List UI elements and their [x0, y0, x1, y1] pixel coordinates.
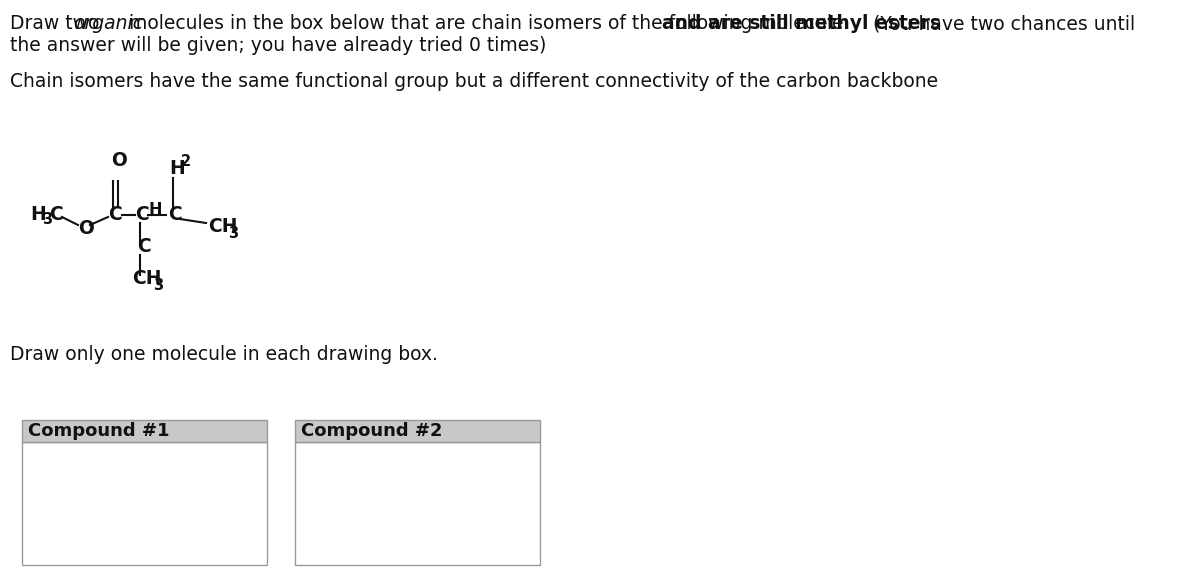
FancyBboxPatch shape — [22, 420, 266, 442]
Text: H: H — [30, 205, 46, 224]
Text: C: C — [137, 238, 151, 257]
Text: H: H — [148, 201, 162, 216]
Text: O: O — [112, 152, 127, 170]
Text: C: C — [134, 205, 149, 224]
Text: Compound #1: Compound #1 — [28, 422, 169, 440]
Text: and are still methyl esters: and are still methyl esters — [662, 14, 942, 33]
Text: H: H — [169, 158, 185, 177]
Text: C: C — [108, 205, 121, 224]
Text: 2: 2 — [181, 154, 191, 169]
Text: O: O — [78, 219, 94, 239]
Text: Draw two: Draw two — [10, 14, 106, 33]
FancyBboxPatch shape — [295, 420, 540, 442]
Text: the answer will be given; you have already tried 0 times): the answer will be given; you have alrea… — [10, 36, 546, 55]
Text: C: C — [168, 205, 181, 224]
FancyBboxPatch shape — [22, 442, 266, 565]
Text: CH: CH — [208, 218, 238, 236]
Text: organic: organic — [73, 14, 143, 33]
Text: 3: 3 — [228, 226, 238, 241]
Text: C: C — [49, 205, 62, 224]
Text: 3: 3 — [42, 212, 52, 227]
Text: CH: CH — [132, 270, 162, 289]
FancyBboxPatch shape — [295, 442, 540, 565]
Text: Compound #2: Compound #2 — [301, 422, 443, 440]
Text: Chain isomers have the same functional group but a different connectivity of the: Chain isomers have the same functional g… — [10, 72, 938, 91]
Text: (You have two chances until: (You have two chances until — [874, 14, 1135, 33]
Text: 3: 3 — [154, 277, 163, 293]
Text: molecules in the box below that are chain isomers of the following molecule: molecules in the box below that are chai… — [124, 14, 850, 33]
Text: Draw only one molecule in each drawing box.: Draw only one molecule in each drawing b… — [10, 345, 438, 364]
